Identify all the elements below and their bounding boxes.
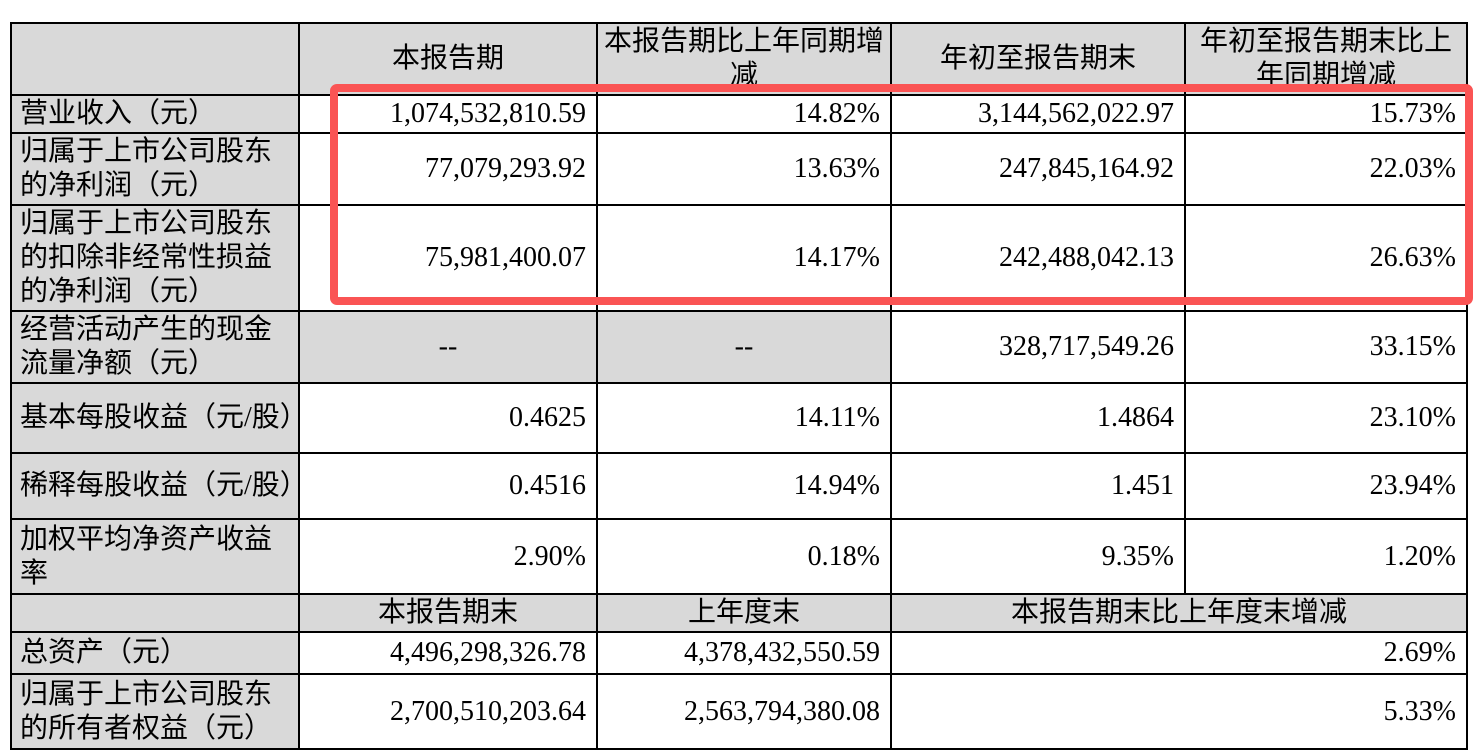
cell-value: 15.73% bbox=[1184, 94, 1468, 134]
cell-value: 23.94% bbox=[1184, 452, 1468, 520]
cell-value: -- bbox=[596, 310, 892, 384]
cell-value: 9.35% bbox=[890, 518, 1186, 595]
cell-value: 2,700,510,203.64 bbox=[298, 673, 598, 750]
row-label: 归属于上市公司股东的扣除非经常性损益的净利润（元） bbox=[10, 204, 300, 312]
cell-value: 33.15% bbox=[1184, 310, 1468, 384]
cell-value: 0.18% bbox=[596, 518, 892, 595]
table-row: 总资产（元） 4,496,298,326.78 4,378,432,550.59… bbox=[10, 631, 1468, 675]
cell-value: 26.63% bbox=[1184, 204, 1468, 312]
column-header: 本报告期 bbox=[298, 22, 598, 96]
cell-value: 77,079,293.92 bbox=[298, 132, 598, 206]
table-row: 基本每股收益（元/股） 0.4625 14.11% 1.4864 23.10% bbox=[10, 382, 1468, 454]
cell-value: 0.4625 bbox=[298, 382, 598, 454]
cell-value: 2.90% bbox=[298, 518, 598, 595]
cell-value: 14.17% bbox=[596, 204, 892, 312]
row-label: 稀释每股收益（元/股） bbox=[10, 452, 300, 520]
row-label: 营业收入（元） bbox=[10, 94, 300, 134]
cell-value: 328,717,549.26 bbox=[890, 310, 1186, 384]
cell-value: 22.03% bbox=[1184, 132, 1468, 206]
cell-value: 14.82% bbox=[596, 94, 892, 134]
row-label: 经营活动产生的现金流量净额（元） bbox=[10, 310, 300, 384]
row-label: 加权平均净资产收益率 bbox=[10, 518, 300, 595]
column-header: 年初至报告期末比上年同期增减 bbox=[1184, 22, 1468, 96]
table-row: 营业收入（元） 1,074,532,810.59 14.82% 3,144,56… bbox=[10, 94, 1468, 134]
row-label: 基本每股收益（元/股） bbox=[10, 382, 300, 454]
cell-value: 14.94% bbox=[596, 452, 892, 520]
column-header: 年初至报告期末 bbox=[890, 22, 1186, 96]
cell-value: 247,845,164.92 bbox=[890, 132, 1186, 206]
cell-value: 4,378,432,550.59 bbox=[596, 631, 892, 675]
table-row: 归属于上市公司股东的扣除非经常性损益的净利润（元） 75,981,400.07 … bbox=[10, 204, 1468, 312]
cell-value: 0.4516 bbox=[298, 452, 598, 520]
cell-value: 3,144,562,022.97 bbox=[890, 94, 1186, 134]
cell-value: 14.11% bbox=[596, 382, 892, 454]
header-row-yearend: 本报告期末 上年度末 本报告期末比上年度末增减 bbox=[10, 593, 1468, 633]
financial-summary-table: 本报告期 本报告期比上年同期增减 年初至报告期末 年初至报告期末比上年同期增减 … bbox=[10, 22, 1468, 750]
cell-value: 1,074,532,810.59 bbox=[298, 94, 598, 134]
row-label: 归属于上市公司股东的所有者权益（元） bbox=[10, 673, 300, 750]
cell-value: 1.4864 bbox=[890, 382, 1186, 454]
table-row: 归属于上市公司股东的所有者权益（元） 2,700,510,203.64 2,56… bbox=[10, 673, 1468, 750]
row-label: 总资产（元） bbox=[10, 631, 300, 675]
cell-value: 4,496,298,326.78 bbox=[298, 631, 598, 675]
header-row-period: 本报告期 本报告期比上年同期增减 年初至报告期末 年初至报告期末比上年同期增减 bbox=[10, 22, 1468, 96]
cell-value: -- bbox=[298, 310, 598, 384]
table-row: 归属于上市公司股东的净利润（元） 77,079,293.92 13.63% 24… bbox=[10, 132, 1468, 206]
cell-value: 5.33% bbox=[890, 673, 1468, 750]
column-header: 上年度末 bbox=[596, 593, 892, 633]
cell-value: 23.10% bbox=[1184, 382, 1468, 454]
cell-value: 242,488,042.13 bbox=[890, 204, 1186, 312]
cell-value: 13.63% bbox=[596, 132, 892, 206]
cell-value: 2,563,794,380.08 bbox=[596, 673, 892, 750]
column-header: 本报告期比上年同期增减 bbox=[596, 22, 892, 96]
cell-value: 2.69% bbox=[890, 631, 1468, 675]
header-empty-cell bbox=[10, 593, 300, 633]
column-header: 本报告期末比上年度末增减 bbox=[890, 593, 1468, 633]
table-row: 稀释每股收益（元/股） 0.4516 14.94% 1.451 23.94% bbox=[10, 452, 1468, 520]
table-row: 经营活动产生的现金流量净额（元） -- -- 328,717,549.26 33… bbox=[10, 310, 1468, 384]
cell-value: 75,981,400.07 bbox=[298, 204, 598, 312]
cell-value: 1.20% bbox=[1184, 518, 1468, 595]
table-row: 加权平均净资产收益率 2.90% 0.18% 9.35% 1.20% bbox=[10, 518, 1468, 595]
row-label: 归属于上市公司股东的净利润（元） bbox=[10, 132, 300, 206]
header-empty-cell bbox=[10, 22, 300, 96]
cell-value: 1.451 bbox=[890, 452, 1186, 520]
column-header: 本报告期末 bbox=[298, 593, 598, 633]
